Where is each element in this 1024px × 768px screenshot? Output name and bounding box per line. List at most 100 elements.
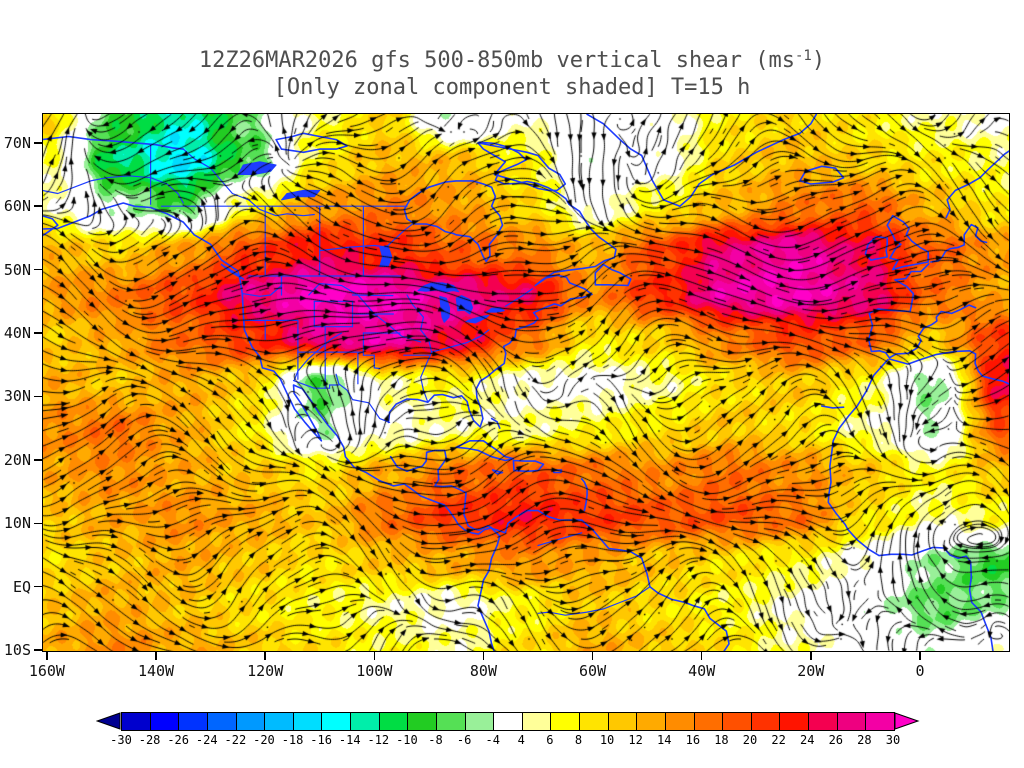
colorbar-segment	[779, 713, 808, 730]
x-tick-mark	[482, 652, 485, 660]
colorbar-label: -14	[338, 733, 361, 747]
colorbar-segment	[235, 713, 265, 730]
chart-title-superscript: -1	[794, 48, 812, 64]
chart-title-text-close: )	[811, 48, 826, 73]
y-tick-mark	[34, 205, 42, 207]
chart-title: 12Z26MAR2026 gfs 500-850mb vertical shea…	[0, 48, 1024, 73]
colorbar-segment	[521, 713, 551, 730]
x-tick-label: 60W	[579, 662, 607, 680]
colorbar-label: -18	[281, 733, 304, 747]
colorbar-segment	[550, 713, 579, 730]
colorbar-label: -30	[110, 733, 132, 747]
colorbar-segment	[149, 713, 179, 730]
colorbar-label: 14	[657, 733, 672, 747]
streamlines-canvas	[42, 113, 1010, 652]
colorbar-segment	[750, 713, 780, 730]
x-tick-mark	[46, 652, 48, 660]
x-tick-label: 40W	[688, 662, 716, 680]
x-tick-label: 80W	[469, 662, 497, 680]
colorbar-label: 10	[599, 733, 615, 747]
y-tick-mark	[34, 142, 42, 144]
y-tick-label: 10S	[3, 641, 31, 660]
colorbar-segment	[321, 713, 350, 730]
colorbar-segment	[808, 713, 837, 730]
y-tick-mark	[34, 459, 42, 461]
colorbar-segment	[122, 713, 150, 730]
chart-title-text: 12Z26MAR2026 gfs 500-850mb vertical shea…	[198, 48, 795, 73]
colorbar-label: 6	[546, 733, 554, 747]
colorbar-arrow-right	[894, 712, 920, 730]
colorbar-segment	[292, 713, 322, 730]
x-tick-mark	[700, 652, 703, 660]
y-tick-label: 30N	[3, 387, 31, 406]
colorbar-segment	[435, 713, 465, 730]
colorbar-label: 22	[771, 733, 786, 747]
colorbar-segment	[264, 713, 293, 730]
x-tick-mark	[264, 652, 266, 660]
colorbar-segment	[206, 713, 236, 730]
colorbar-label: -28	[138, 733, 161, 747]
colorbar-label: -26	[167, 733, 190, 747]
y-tick-mark	[34, 585, 42, 588]
y-tick-label: 40N	[3, 324, 31, 343]
colorbar-segment	[636, 713, 665, 730]
colorbar-segment	[464, 713, 494, 730]
colorbar-label: -4	[485, 733, 500, 747]
x-tick-mark	[373, 652, 376, 660]
colorbar-label: -20	[253, 733, 275, 747]
x-tick-mark	[810, 652, 812, 660]
colorbar-segment	[664, 713, 694, 730]
y-tick-label: 10N	[3, 514, 31, 533]
x-tick-label: 100W	[356, 662, 393, 680]
y-tick-label: 20N	[3, 450, 31, 469]
colorbar-label: -10	[396, 733, 418, 747]
colorbar-segment	[722, 713, 751, 730]
map-plot-area	[42, 113, 1010, 652]
colorbar-label: 8	[574, 733, 583, 747]
colorbar-label: -16	[310, 733, 332, 747]
x-tick-mark	[155, 652, 157, 660]
colorbar-segment	[178, 713, 207, 730]
y-tick-label: 50N	[3, 260, 31, 279]
colorbar-label: 24	[799, 733, 815, 747]
x-tick-mark	[591, 652, 594, 660]
colorbar-segment	[579, 713, 608, 730]
y-tick-label: 60N	[3, 197, 31, 216]
x-tick-label: 140W	[137, 662, 175, 680]
y-tick-mark	[34, 395, 42, 398]
colorbar-label: -8	[428, 733, 443, 747]
colorbar-segment	[693, 713, 723, 730]
y-tick-label: 70N	[3, 133, 31, 152]
colorbar-arrow-left	[96, 712, 121, 730]
colorbar-label: 12	[628, 733, 643, 747]
colorbar-body	[121, 712, 895, 731]
y-tick-mark	[34, 649, 42, 651]
colorbar-label: 20	[742, 733, 758, 747]
colorbar-label: 26	[828, 733, 844, 747]
colorbar-label: -24	[195, 733, 218, 747]
x-tick-label: 120W	[247, 662, 284, 680]
colorbar-label: 28	[857, 733, 872, 747]
colorbar-segment	[378, 713, 408, 730]
y-tick-mark	[34, 332, 42, 334]
colorbar-segment	[493, 713, 522, 730]
y-tick-mark	[34, 522, 42, 525]
colorbar-label: 4	[517, 733, 525, 747]
colorbar-label: -6	[456, 733, 472, 747]
colorbar-segment	[836, 713, 866, 730]
colorbar-segment	[350, 713, 379, 730]
colorbar-label: -12	[367, 733, 390, 747]
colorbar-segment	[865, 713, 894, 730]
y-tick-label: EQ	[12, 577, 31, 596]
colorbar-label: 18	[714, 733, 729, 747]
x-tick-label: 0	[915, 662, 925, 680]
colorbar-label: 30	[885, 733, 901, 747]
colorbar-segment	[407, 713, 436, 730]
x-tick-label: 160W	[28, 662, 65, 680]
colorbar-segment	[607, 713, 637, 730]
colorbar-label: 16	[685, 733, 701, 747]
x-tick-label: 20W	[797, 662, 825, 680]
colorbar-label: -22	[224, 733, 247, 747]
y-tick-mark	[34, 268, 42, 271]
